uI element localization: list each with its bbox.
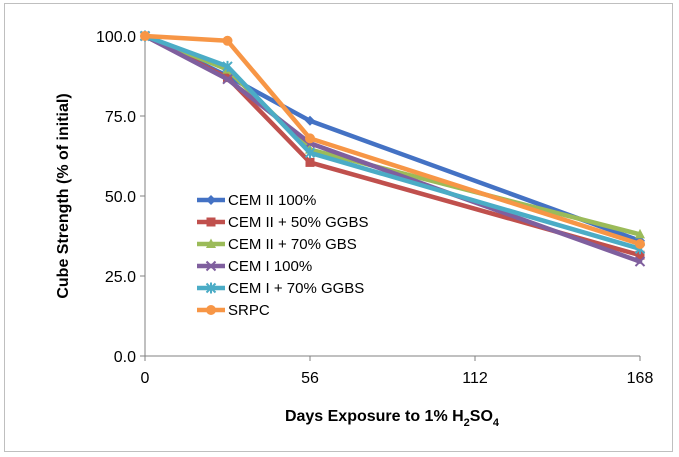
legend-entry: CEM II + 70% GBS (197, 236, 357, 253)
y-tick-label: 75.0 (105, 109, 136, 126)
data-point (305, 157, 315, 167)
series-line (142, 33, 643, 237)
x-tick-label: 56 (301, 370, 319, 387)
x-axis-title: Days Exposure to 1% H2SO4 (285, 408, 500, 429)
x-axis-title-sub1: 2 (464, 417, 470, 429)
data-point (635, 250, 645, 260)
data-point (305, 115, 315, 126)
y-tick-label: 100.0 (96, 29, 136, 46)
legend-swatch-marker (205, 260, 217, 272)
legend-entry: CEM II 100% (197, 192, 316, 209)
legend-entry: CEM II + 50% GGBS (197, 214, 368, 231)
legend-swatch-marker (206, 217, 216, 227)
data-point (634, 256, 646, 267)
data-point (304, 147, 316, 159)
data-point (140, 31, 150, 41)
series-line (142, 33, 643, 247)
legend: CEM II 100% CEM II + 50% GGBS CEM II + 70%… (197, 192, 368, 319)
legend-label: SRPC (228, 302, 270, 319)
tick-labels: 0.0 25.0 50.0 75.0 100.0 0 56 112 168 (96, 29, 653, 387)
legend-label: CEM II + 70% GBS (228, 236, 357, 253)
legend-entry: CEM I 100% (197, 258, 312, 275)
legend-swatch-marker (206, 238, 216, 248)
data-point (222, 35, 233, 46)
data-point (222, 73, 233, 85)
y-tick-label: 25.0 (105, 269, 136, 286)
legend-entry: SRPC (197, 302, 270, 319)
x-tick-label: 168 (627, 370, 654, 387)
legend-label: CEM I 100% (228, 258, 312, 275)
legend-swatch-marker (206, 305, 216, 315)
legend-swatch-marker (206, 195, 216, 205)
legend-swatch-marker (205, 282, 217, 294)
x-axis-title-sub2: 4 (493, 417, 500, 429)
x-axis-title-prefix: Days Exposure to 1% H (285, 408, 464, 425)
data-point (222, 60, 233, 72)
series-5 (140, 31, 645, 249)
y-axis-title: Cube Strength (% of initial) (55, 93, 72, 298)
x-tick-label: 112 (462, 370, 488, 387)
legend-label: CEM II + 50% GGBS (228, 214, 368, 231)
legend-label: CEM I + 70% GGBS (228, 280, 364, 297)
x-axis-title-mid: SO (470, 408, 493, 425)
series-line (142, 33, 643, 252)
data-point (305, 133, 315, 144)
data-point (635, 228, 645, 239)
data-point (635, 239, 645, 249)
legend-entry: CEM I + 70% GGBS (197, 280, 364, 297)
y-tick-label: 50.0 (105, 189, 136, 206)
x-tick-label: 0 (141, 370, 150, 387)
series-layer (139, 30, 646, 267)
legend-label: CEM II 100% (228, 192, 316, 209)
y-tick-label: 0.0 (114, 349, 136, 366)
